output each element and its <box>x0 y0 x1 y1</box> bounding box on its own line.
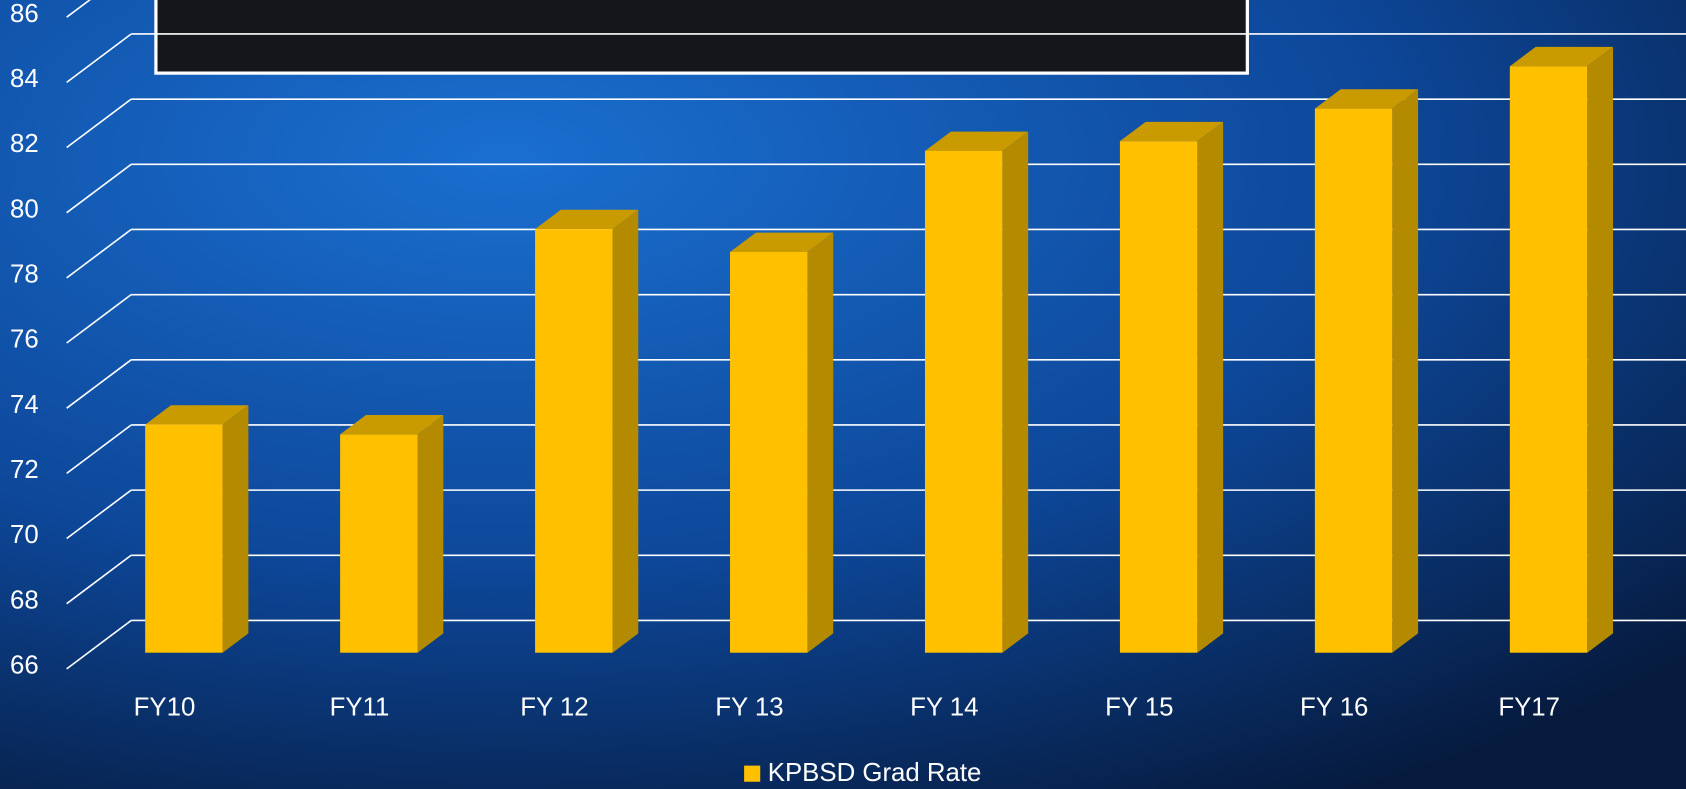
bar-top <box>535 209 639 230</box>
y-tick-label: 76 <box>10 326 39 354</box>
x-tick-label: FY11 <box>330 693 390 721</box>
bar <box>1119 141 1198 653</box>
bar-side <box>1197 121 1224 653</box>
bar <box>535 229 613 653</box>
x-tick-label: FY 12 <box>520 693 588 721</box>
bar <box>340 434 418 653</box>
bar <box>1314 108 1393 653</box>
grid-line-diagonal <box>66 359 132 409</box>
x-tick-label: FY 15 <box>1105 693 1173 721</box>
y-tick-label: 80 <box>10 195 39 223</box>
bar <box>730 251 808 653</box>
bar <box>145 424 223 653</box>
grid-line-diagonal <box>66 554 132 605</box>
grid-line-diagonal <box>66 424 132 474</box>
grid-line-diagonal <box>66 293 132 344</box>
legend-label: KPBSD Grad Rate <box>768 759 982 787</box>
bar-top <box>924 131 1029 151</box>
bar <box>1509 66 1588 653</box>
y-tick-label: 86 <box>10 0 39 28</box>
bar <box>924 150 1003 653</box>
y-tick-label: 78 <box>10 261 39 289</box>
bar-side <box>1392 89 1419 653</box>
grid-line-diagonal <box>66 33 132 84</box>
bar-side <box>1002 131 1029 653</box>
y-tick-label: 70 <box>10 521 39 549</box>
bar-side <box>417 415 444 653</box>
bar-side <box>222 405 249 653</box>
bar-side <box>1587 46 1614 653</box>
bar-top <box>340 415 444 435</box>
grid-line-diagonal <box>66 228 132 279</box>
x-tick-label: FY 14 <box>910 693 978 721</box>
x-tick-label: FY 13 <box>715 693 783 721</box>
y-tick-label: 68 <box>10 586 39 614</box>
bar-top <box>1119 121 1224 142</box>
bar-side <box>807 232 834 653</box>
y-tick-label: 72 <box>10 456 39 484</box>
y-tick-label: 66 <box>10 651 39 679</box>
grid-line-diagonal <box>66 163 132 214</box>
bar-top <box>1509 46 1614 67</box>
legend-swatch <box>744 765 761 782</box>
plot-area: 66 68 70 72 74 76 78 80 82 84 86 FY10 FY11 FY 12 FY 13… <box>10 0 1686 787</box>
x-tick-label: FY10 <box>134 693 196 721</box>
y-tick-label: 82 <box>10 130 39 158</box>
grid-line-diagonal <box>66 0 91 18</box>
x-tick-label: FY 16 <box>1300 693 1368 721</box>
grid-line-diagonal <box>66 619 132 670</box>
grid-line-diagonal <box>66 98 132 149</box>
y-tick-label: 74 <box>10 391 39 419</box>
x-tick-label: FY17 <box>1498 693 1560 721</box>
photo <box>154 0 1249 75</box>
bar-top <box>145 405 249 425</box>
grid-line-diagonal <box>66 489 132 540</box>
bar-top <box>730 232 834 252</box>
bar-top <box>1314 89 1419 109</box>
y-tick-label: 84 <box>10 65 39 93</box>
bar-side <box>612 209 639 653</box>
